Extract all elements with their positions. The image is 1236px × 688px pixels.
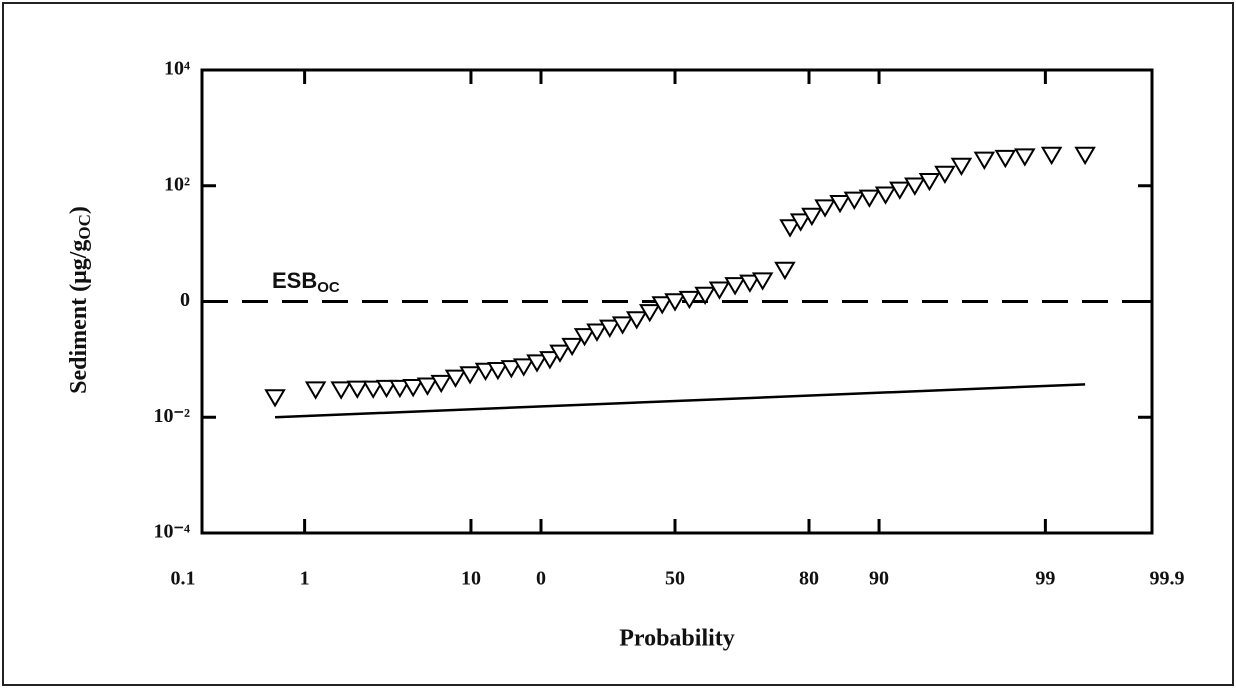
data-point: [430, 374, 452, 394]
y-tick-label: 0: [180, 289, 190, 311]
fit-line: [274, 383, 1086, 419]
data-point: [889, 181, 911, 200]
reference-label-sub: OC: [317, 279, 340, 296]
x-tick-label: 10: [461, 568, 481, 590]
data-point: [586, 323, 608, 342]
data-point: [375, 379, 398, 399]
data-point: [346, 380, 369, 399]
data-point: [330, 381, 352, 400]
data-point: [1014, 148, 1036, 167]
data-point: [694, 286, 716, 305]
x-tick-label: 1: [300, 568, 310, 590]
data-point: [389, 379, 411, 399]
data-point: [500, 360, 523, 379]
data-point: [904, 177, 926, 196]
data-point: [264, 389, 286, 408]
data-point: [474, 362, 497, 382]
y-axis-label-main: Sediment (μg/g: [66, 240, 92, 394]
data-point: [843, 191, 866, 210]
data-point: [724, 277, 746, 296]
data-point: [625, 311, 648, 330]
x-tick-label: 0.1: [171, 568, 196, 590]
data-point: [599, 319, 621, 338]
data-point: [751, 272, 774, 291]
data-point: [814, 199, 836, 218]
data-point: [304, 381, 327, 400]
data-point: [1040, 146, 1063, 166]
y-axis-label-sub: OC: [75, 214, 94, 240]
data-point: [444, 369, 467, 388]
data-point: [639, 304, 661, 323]
y-tick-label: 10⁻²: [153, 405, 190, 427]
data-point: [526, 354, 548, 373]
data-point: [459, 366, 481, 385]
x-tick-label: 50: [665, 568, 685, 590]
y-axis-label: Sediment (μg/gOC): [66, 206, 94, 394]
data-point: [874, 186, 897, 205]
data-point: [918, 172, 941, 192]
data-point: [487, 362, 509, 381]
data-point: [994, 149, 1017, 169]
data-point: [858, 189, 881, 208]
data-point: [362, 380, 384, 399]
x-tick-label: 99.9: [1150, 568, 1185, 590]
data-point: [774, 261, 796, 281]
data-point: [561, 337, 583, 357]
data-point: [934, 165, 956, 185]
data-point: [739, 274, 761, 293]
reference-label: ESBOC: [272, 268, 340, 296]
data-point: [829, 194, 851, 214]
data-point: [416, 377, 439, 396]
data-point: [573, 328, 596, 347]
data-point: [402, 379, 424, 398]
data-point: [664, 293, 686, 312]
y-tick-label: 10²: [164, 173, 190, 195]
y-tick-label: 10⁴: [164, 58, 190, 80]
x-tick-label: 80: [799, 568, 819, 590]
reference-label-main: ESB: [272, 268, 317, 293]
data-point: [651, 296, 673, 315]
data-point: [1074, 146, 1096, 166]
data-point: [779, 219, 801, 238]
y-axis-label-end: ): [66, 206, 92, 214]
data-point: [708, 281, 731, 300]
data-point: [789, 213, 812, 232]
data-point: [678, 290, 701, 310]
data-point: [539, 351, 561, 370]
data-point: [611, 316, 634, 335]
x-tick-label: 0: [536, 568, 546, 590]
data-point: [950, 157, 973, 177]
data-point: [801, 207, 823, 227]
data-point: [973, 151, 996, 170]
data-point: [549, 344, 571, 363]
x-tick-label: 99: [1035, 568, 1055, 590]
x-axis-label: Probability: [619, 626, 735, 652]
data-point: [512, 358, 535, 377]
y-tick-label: 10⁻⁴: [153, 521, 190, 543]
x-tick-label: 90: [869, 568, 889, 590]
